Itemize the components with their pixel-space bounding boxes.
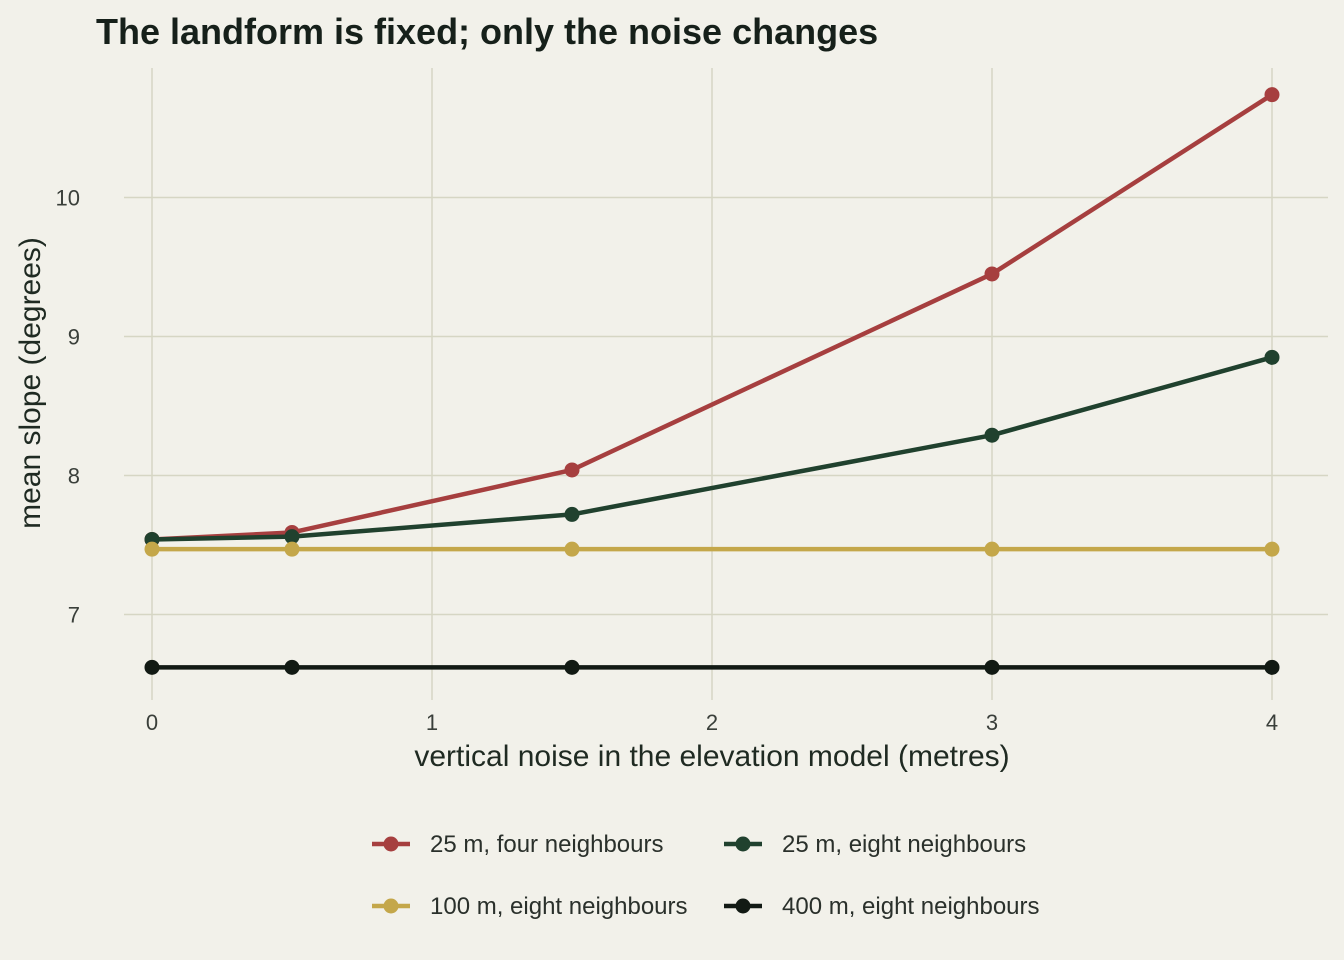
data-point: [144, 541, 160, 557]
legend-label: 25 m, eight neighbours: [782, 831, 1026, 858]
legend-swatch-point: [383, 836, 399, 852]
legend: 25 m, four neighbours 25 m, eight neighbo…: [372, 831, 1040, 920]
data-point: [984, 427, 1000, 443]
data-point: [564, 659, 580, 675]
x-tick-label: 4: [1266, 710, 1278, 735]
data-point: [1264, 659, 1280, 675]
y-axis-label: mean slope (degrees): [14, 237, 47, 529]
series-4: [144, 659, 1280, 675]
legend-swatch-point: [383, 898, 399, 914]
x-tick-label: 2: [706, 710, 718, 735]
data-point: [1264, 87, 1280, 103]
y-tick-label: 9: [68, 325, 80, 350]
data-point: [984, 659, 1000, 675]
x-tick-label: 0: [146, 710, 158, 735]
data-point: [564, 541, 580, 557]
data-point: [1264, 541, 1280, 557]
legend-swatch-point: [735, 898, 751, 914]
data-point: [284, 529, 300, 545]
y-tick-label: 10: [56, 186, 80, 211]
legend-swatch-point: [735, 836, 751, 852]
data-point: [1264, 349, 1280, 365]
data-point: [564, 462, 580, 478]
data-point: [144, 659, 160, 675]
legend-label: 400 m, eight neighbours: [782, 893, 1040, 920]
data-point: [284, 541, 300, 557]
gridlines: [124, 68, 1328, 700]
data-point: [984, 541, 1000, 557]
legend-label: 25 m, four neighbours: [430, 831, 663, 858]
legend-label: 100 m, eight neighbours: [430, 893, 688, 920]
series-2: [144, 349, 1280, 547]
axis-ticks: 0 1 2 3 4 7 8 9 10: [56, 186, 1279, 736]
legend-item: 25 m, four neighbours: [372, 831, 663, 858]
data-point: [564, 506, 580, 522]
y-tick-label: 7: [68, 603, 80, 628]
chart-title: The landform is fixed; only the noise ch…: [96, 11, 878, 52]
x-tick-label: 1: [426, 710, 438, 735]
legend-item: 25 m, eight neighbours: [724, 831, 1026, 858]
series-3: [144, 541, 1280, 557]
legend-item: 400 m, eight neighbours: [724, 893, 1040, 920]
y-tick-label: 8: [68, 464, 80, 489]
x-axis-label: vertical noise in the elevation model (m…: [414, 740, 1009, 773]
x-tick-label: 3: [986, 710, 998, 735]
series-lines: [144, 87, 1280, 675]
legend-item: 100 m, eight neighbours: [372, 893, 688, 920]
data-point: [284, 659, 300, 675]
data-point: [984, 266, 1000, 282]
